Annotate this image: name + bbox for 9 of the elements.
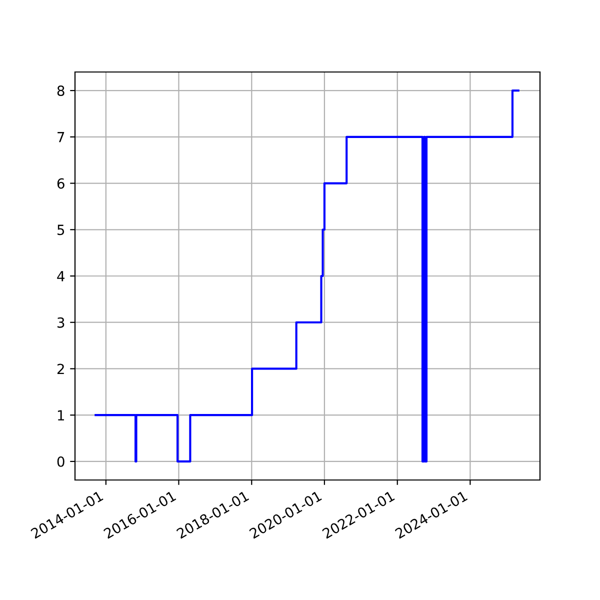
y-tick-label: 5 (58, 224, 64, 236)
y-tick-label: 7 (58, 132, 64, 142)
y-tick-label: 1 (58, 410, 64, 420)
y-tick-label: 4 (57, 271, 64, 282)
y-tick-label: 8 (57, 86, 64, 96)
y-tick-label: 2 (57, 364, 64, 374)
y-tick-label: 0 (57, 456, 64, 467)
y-tick-label: 3 (58, 317, 64, 328)
y-tick-label: 6 (57, 178, 64, 189)
